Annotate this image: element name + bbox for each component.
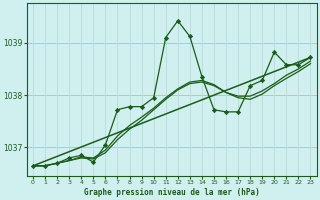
X-axis label: Graphe pression niveau de la mer (hPa): Graphe pression niveau de la mer (hPa) [84,188,260,197]
